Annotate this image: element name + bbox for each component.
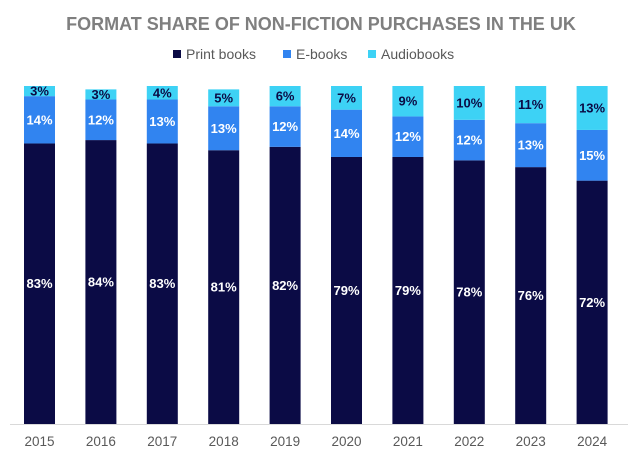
bar-print-books-2023	[515, 167, 547, 424]
x-tick-2016: 2016	[86, 434, 116, 449]
bar-e-books-2017	[146, 99, 178, 144]
data-label-audiobooks-2024: 13%	[579, 100, 605, 115]
data-label-audiobooks-2020: 7%	[337, 90, 356, 105]
data-label-audiobooks-2019: 6%	[276, 89, 295, 104]
x-tick-2024: 2024	[577, 434, 608, 449]
x-tick-2021: 2021	[393, 434, 423, 449]
data-label-print-books-2015: 83%	[26, 276, 52, 291]
bar-audiobooks-2022	[453, 86, 485, 120]
data-label-e-books-2024: 15%	[579, 148, 605, 163]
legend-label-audiobooks: Audiobooks	[381, 46, 454, 62]
x-tick-2018: 2018	[209, 434, 239, 449]
bar-e-books-2022	[453, 119, 485, 161]
bar-print-books-2022	[453, 160, 485, 425]
data-label-print-books-2018: 81%	[211, 280, 237, 295]
data-label-audiobooks-2018: 5%	[214, 90, 233, 105]
data-label-print-books-2020: 79%	[333, 283, 359, 298]
bar-e-books-2016	[85, 99, 117, 141]
legend-swatch-audiobooks	[368, 50, 376, 58]
chart-title: FORMAT SHARE OF NON-FICTION PURCHASES IN…	[66, 14, 576, 34]
data-label-e-books-2023: 13%	[518, 138, 544, 153]
x-tick-2020: 2020	[331, 434, 361, 449]
x-tick-2015: 2015	[24, 434, 54, 449]
data-label-audiobooks-2022: 10%	[456, 95, 482, 110]
data-label-audiobooks-2021: 9%	[399, 94, 418, 109]
bar-e-books-2024	[576, 129, 608, 181]
bar-print-books-2024	[576, 180, 608, 424]
bar-e-books-2023	[515, 123, 547, 168]
bar-audiobooks-2017	[146, 86, 178, 100]
data-label-audiobooks-2015: 3%	[30, 84, 49, 99]
x-tick-2022: 2022	[454, 434, 484, 449]
data-label-print-books-2023: 76%	[518, 288, 544, 303]
data-label-audiobooks-2017: 4%	[153, 85, 172, 100]
bar-e-books-2020	[331, 109, 362, 157]
bar-labels: 83% 14% 3% 84% 12% 3% 83% 13% 4% 81% 13% 5% 82% 12% 6%…	[26, 84, 605, 310]
data-label-e-books-2015: 14%	[26, 112, 52, 127]
bar-print-books-2017	[146, 143, 178, 424]
x-tick-2019: 2019	[270, 434, 300, 449]
legend-label-print: Print books	[186, 46, 256, 62]
bar-print-books-2018	[208, 150, 240, 424]
data-label-e-books-2019: 12%	[272, 119, 298, 134]
bar-print-books-2015	[24, 143, 55, 424]
x-axis-ticks: 2015 2016 2017 2018 2019 2020 2021 2022 2023 2024	[24, 434, 607, 449]
bar-audiobooks-2019	[269, 86, 301, 107]
bar-e-books-2018	[208, 106, 240, 151]
bar-audiobooks-2021	[392, 86, 424, 117]
bars	[24, 86, 608, 425]
bar-e-books-2019	[269, 106, 301, 147]
bar-audiobooks-2020	[331, 86, 362, 110]
bar-audiobooks-2023	[515, 86, 547, 124]
bar-audiobooks-2016	[85, 89, 117, 100]
data-label-e-books-2020: 14%	[333, 126, 359, 141]
data-label-audiobooks-2016: 3%	[92, 87, 111, 102]
data-label-print-books-2024: 72%	[579, 295, 605, 310]
data-label-e-books-2021: 12%	[395, 129, 421, 144]
data-label-print-books-2021: 79%	[395, 283, 421, 298]
bar-audiobooks-2015	[24, 86, 55, 97]
legend: Print books E-books Audiobooks	[173, 46, 454, 62]
data-label-e-books-2017: 13%	[149, 114, 175, 129]
legend-swatch-ebooks	[283, 50, 291, 58]
data-label-e-books-2022: 12%	[456, 133, 482, 148]
data-label-print-books-2017: 83%	[149, 276, 175, 291]
data-label-audiobooks-2023: 11%	[518, 97, 544, 112]
data-label-print-books-2022: 78%	[456, 285, 482, 300]
legend-label-ebooks: E-books	[296, 46, 347, 62]
bar-print-books-2020	[331, 156, 362, 425]
bar-audiobooks-2018	[208, 89, 240, 107]
data-label-e-books-2016: 12%	[88, 112, 114, 127]
legend-swatch-print	[173, 50, 181, 58]
bar-e-books-2021	[392, 116, 424, 157]
data-label-print-books-2016: 84%	[88, 275, 114, 290]
x-tick-2023: 2023	[516, 434, 546, 449]
bar-print-books-2016	[85, 140, 117, 424]
bar-print-books-2021	[392, 156, 424, 425]
data-label-e-books-2018: 13%	[211, 121, 237, 136]
bar-audiobooks-2024	[576, 86, 608, 130]
data-label-print-books-2019: 82%	[272, 278, 298, 293]
bar-print-books-2019	[269, 146, 301, 424]
x-tick-2017: 2017	[147, 434, 177, 449]
bar-e-books-2015	[24, 96, 55, 144]
